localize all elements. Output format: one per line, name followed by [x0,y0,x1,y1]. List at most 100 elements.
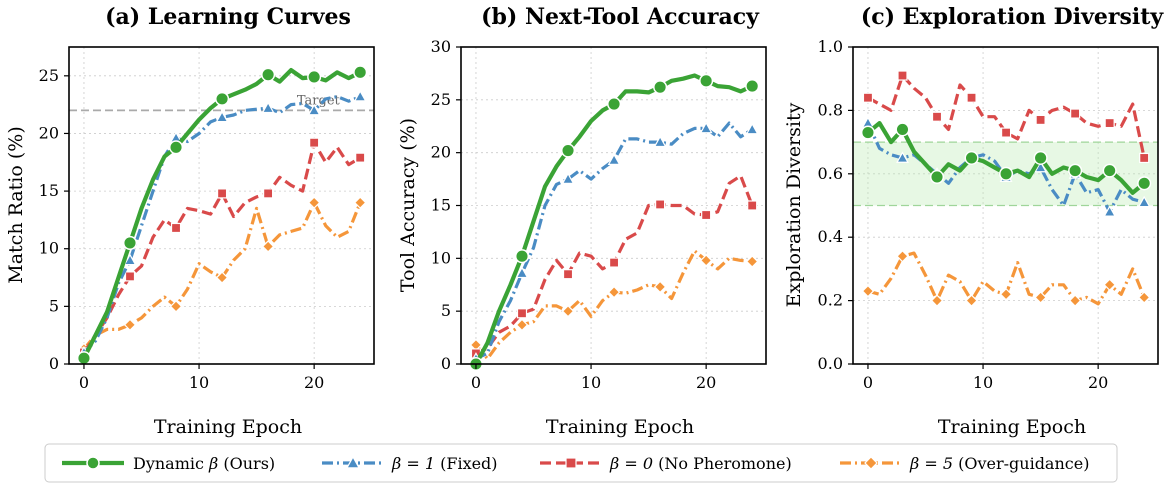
legend-swatches [62,455,902,470]
target-label: Target [297,93,341,108]
point-over [123,318,137,332]
series-line-fixed [82,94,361,354]
point-over [561,304,575,318]
x-tick-label: 20 [696,373,716,392]
point-dynamic [353,65,368,80]
panel-a-frame [68,46,375,365]
legend-label-nophero: β = 0 (No Pheromone) [609,454,792,473]
point-over [1068,294,1082,307]
point-dynamic [122,235,138,251]
point-nophero [1000,127,1012,138]
panel-a-plot: Target 0 10 20 0 5 10 15 20 25 [39,46,375,392]
point-nophero [1104,117,1115,129]
y-tick-label: 10 [39,239,59,258]
point-over [353,196,367,209]
point-fixed [353,89,367,102]
panel-a-xlabel: Training Epoch [154,416,302,438]
y-tick-label: 25 [39,66,59,85]
legend-marker-dynamic [86,456,100,470]
y-tick-label: 0.0 [818,354,843,373]
point-dynamic [1033,150,1048,165]
point-dynamic [307,69,322,85]
point-nophero [263,188,274,199]
point-over [896,249,909,263]
point-over [607,285,621,299]
legend-label-fixed: β = 1 (Fixed) [391,454,498,473]
point-over [515,318,529,332]
plot-areas: Target 0 10 20 0 5 10 15 20 25 0 10 20 0 5 10 15 20 25 30 0 1… [39,37,1159,392]
point-nophero [355,152,366,163]
legend-marker-fixed [345,455,361,469]
x-tick-label: 10 [189,373,209,392]
x-tick-label: 20 [1088,373,1108,392]
point-fixed [307,103,321,116]
point-over [861,284,875,298]
x-tick-label: 10 [973,373,993,392]
point-nophero [608,257,620,268]
point-over [745,255,759,268]
y-tick-label: 5 [441,301,451,320]
point-dynamic [699,73,714,88]
point-over [261,240,275,253]
y-tick-label: 10 [431,248,451,267]
panel-c-frame [852,46,1159,365]
point-nophero [216,188,228,199]
y-tick-label: 5 [49,296,59,315]
point-over [699,254,713,267]
point-dynamic [514,249,530,264]
y-tick-label: 20 [39,123,59,142]
point-over [1034,291,1047,304]
panel-b-ylabel: Tool Accuracy (%) [397,118,419,292]
x-tick-label: 0 [863,373,873,392]
panel-c-plot: 0 10 20 0.0 0.2 0.4 0.6 0.8 1.0 [818,37,1159,392]
panel-c-title: (c) Exploration Diversity [861,4,1164,30]
point-dynamic [999,166,1014,181]
panel-c-xlabel: Training Epoch [938,416,1086,438]
y-tick-label: 25 [431,90,451,109]
x-tick-label: 0 [471,373,481,392]
point-dynamic [1137,176,1152,191]
point-fixed [215,110,229,123]
point-nophero [897,70,908,81]
point-over [1103,278,1116,291]
point-over [215,271,229,284]
point-nophero [1035,114,1046,126]
point-fixed [1137,195,1151,208]
point-fixed [745,122,759,135]
point-over [965,294,978,307]
legend-marker-over [864,456,878,470]
y-tick-label: 20 [431,143,451,162]
point-over [1137,291,1151,304]
point-dynamic [745,79,760,94]
point-fixed [515,266,529,279]
point-dynamic [560,143,576,158]
point-nophero [655,199,666,210]
point-nophero [1070,108,1081,119]
point-nophero [747,200,758,211]
y-tick-label: 0 [49,354,59,373]
point-fixed [896,151,909,163]
point-over [653,280,667,294]
series-line-fixed [866,122,1145,214]
x-tick-label: 20 [304,373,324,392]
point-fixed [1034,160,1048,173]
y-tick-label: 15 [39,181,59,200]
point-dynamic [860,125,876,140]
point-nophero [1139,152,1150,164]
panel-b-xlabel: Training Epoch [546,416,694,438]
legend: Dynamic β (Ours) β = 1 (Fixed) β = 0 (No… [44,443,1118,483]
y-tick-label: 0.8 [818,100,843,119]
point-dynamic [215,91,230,106]
legend-label-over: β = 5 (Over-guidance) [909,454,1089,473]
point-over [999,288,1013,301]
point-nophero [701,209,712,221]
y-tick-label: 15 [431,196,451,215]
point-nophero [862,92,874,103]
point-over [930,294,944,307]
point-nophero [516,308,528,319]
point-nophero [170,222,182,234]
x-tick-label: 0 [79,373,89,392]
panel-c-ylabel: Exploration Diversity [783,102,805,307]
point-fixed [653,135,667,148]
